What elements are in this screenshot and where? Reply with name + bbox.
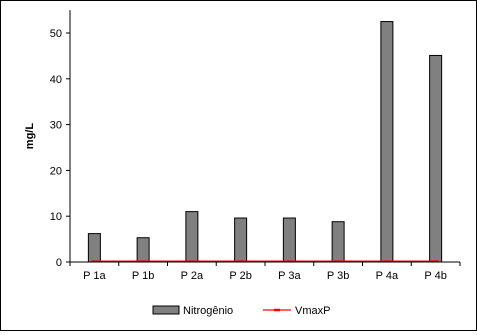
y-ticks: 0 10 20 30 40 50 bbox=[50, 28, 70, 269]
bar bbox=[429, 54, 443, 263]
y-tick-label: 40 bbox=[50, 74, 62, 86]
x-tick-label: P 1b bbox=[132, 270, 154, 282]
bar bbox=[380, 21, 394, 263]
bar bbox=[87, 233, 101, 263]
x-tick-label: P 4a bbox=[376, 270, 399, 282]
y-tick-label: 50 bbox=[50, 28, 62, 40]
y-tick-label: 20 bbox=[50, 165, 62, 177]
x-tick-label: P 3a bbox=[278, 270, 301, 282]
y-axis-title: mg/L bbox=[24, 123, 36, 150]
x-ticks: P 1a P 1b P 2a P 2b P 3a P 3b P 4a P 4b bbox=[69, 262, 461, 282]
legend-swatch-nitrogenio bbox=[152, 305, 180, 315]
bar bbox=[234, 217, 248, 263]
y-axis-label: mg/L bbox=[24, 123, 36, 150]
bar bbox=[185, 211, 199, 263]
x-tick-label: P 4b bbox=[424, 270, 446, 282]
bar bbox=[331, 221, 345, 263]
x-tick-label: P 3b bbox=[327, 270, 349, 282]
x-tick-label: P 2b bbox=[229, 270, 251, 282]
chart: mg/L 0 10 20 30 40 50 P 1a P 1b P 2a P 2b P 3a P 3… bbox=[24, 10, 461, 317]
bars bbox=[87, 21, 443, 263]
legend: Nitrogênio VmaxP bbox=[152, 305, 330, 317]
bar bbox=[136, 237, 150, 263]
y-tick-label: 10 bbox=[50, 211, 62, 223]
bar bbox=[282, 217, 296, 263]
y-tick-label: 30 bbox=[50, 120, 62, 132]
axes bbox=[69, 10, 460, 263]
x-tick-label: P 1a bbox=[83, 270, 106, 282]
x-tick-label: P 2a bbox=[181, 270, 204, 282]
legend-label-nitrogenio: Nitrogênio bbox=[183, 305, 233, 317]
y-tick-label: 0 bbox=[56, 257, 62, 269]
legend-label-vmaxp: VmaxP bbox=[295, 305, 330, 317]
